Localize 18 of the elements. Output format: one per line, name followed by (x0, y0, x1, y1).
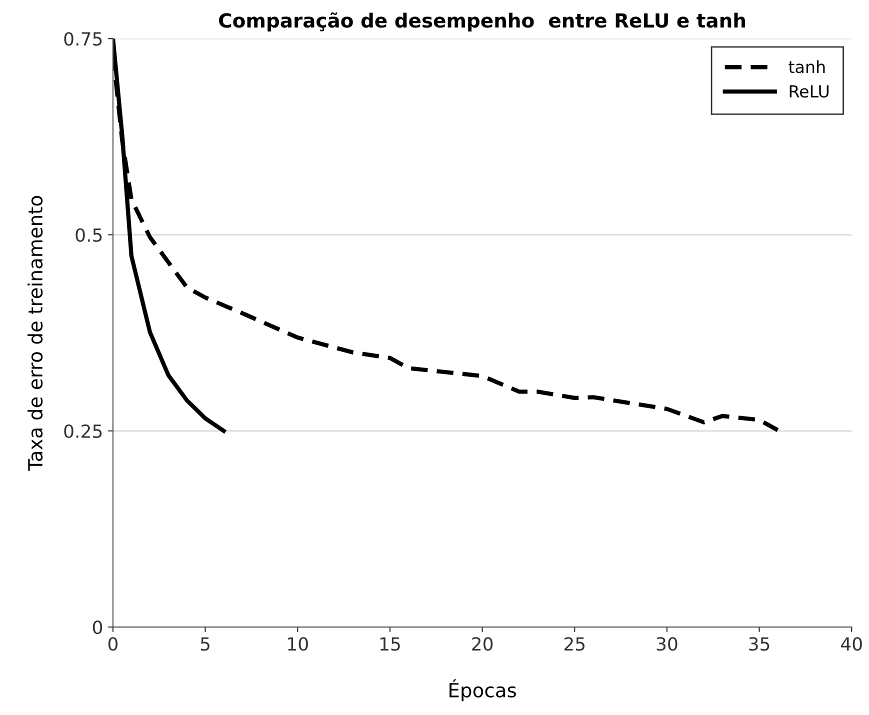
y-tick-label: 0.25 (64, 424, 102, 438)
x-tick-label: 25 (564, 637, 585, 651)
y-axis-title: Taxa de erro de treinamento (28, 196, 43, 471)
legend-label: ReLU (790, 85, 829, 98)
x-tick-label: 15 (380, 637, 400, 651)
x-tick-label: 0 (108, 637, 118, 651)
x-tick-label: 10 (288, 637, 308, 651)
x-axis-title: Épocas (450, 679, 516, 702)
x-tick-label: 20 (472, 637, 493, 651)
x-tick-label: 35 (749, 637, 770, 651)
y-tick-label: 0.5 (76, 228, 102, 242)
x-tick-label: 40 (841, 637, 862, 651)
legend-label: tanh (788, 60, 825, 74)
y-tick-label: 0 (92, 620, 102, 634)
x-tick-label: 5 (200, 637, 210, 651)
x-tick-label: 30 (656, 637, 678, 651)
chart-title: Comparação de desempenho entre ReLU e tanh (219, 12, 745, 32)
y-tick-label: 0.75 (64, 32, 102, 46)
